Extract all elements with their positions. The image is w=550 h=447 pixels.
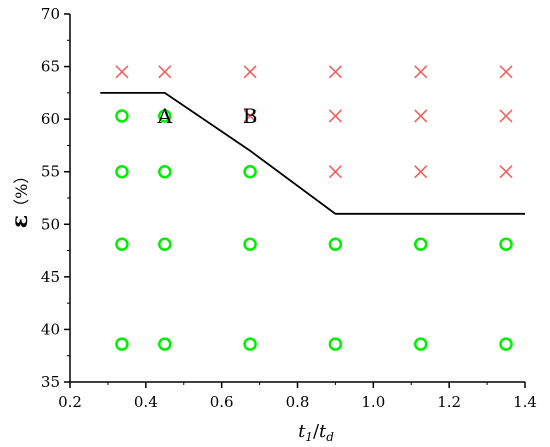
y-tick-label: 45 [41,268,60,286]
cross-point [414,165,428,179]
circle-point [158,337,172,351]
cross-point [328,109,342,123]
x-tick-label: 0.4 [134,393,158,411]
cross-point [243,65,257,79]
circle-point [158,109,172,123]
circle-point [413,337,428,351]
cross-point [328,65,342,79]
y-tick-label: 55 [41,163,60,181]
boundary-line [100,92,525,215]
x-tick-label: 0.6 [210,393,234,411]
circle-point [328,337,343,351]
x-tick-label: 1.2 [437,393,461,411]
cross-point [414,65,428,79]
circle-point [328,237,343,252]
y-tick-label: 35 [41,373,60,391]
circle-point [413,237,428,252]
cross-point [328,165,342,179]
y-tick-label: 40 [41,320,60,338]
circle-point [115,337,129,351]
circle-point [243,337,257,351]
circle-point [243,164,257,179]
circle-point [115,237,129,252]
x-tick-label: 1.4 [513,393,537,411]
y-tick-label: 65 [41,58,60,76]
circle-point [499,237,513,252]
y-tick-label: 50 [41,215,60,233]
cross-point [499,65,513,79]
point-label: A [157,104,173,128]
cross-point [414,109,428,123]
x-tick-label: 1.0 [361,393,385,411]
ticks: 0.2 0.4 0.6 0.8 1.0 1.2 1.4 35 40 45 50 55 60 65 70 [41,5,537,411]
cross-point [115,65,129,79]
axes [69,14,525,383]
cross-point [243,109,257,123]
x-tick-label: 0.8 [286,393,310,411]
y-axis-label: ε（%） [7,168,33,229]
circle-point [243,237,257,252]
y-tick-label: 70 [41,5,60,23]
circle-point [158,164,172,179]
circle-point [499,337,513,351]
circle-point [115,109,129,123]
circle-point [115,164,129,179]
x-tick-label: 0.2 [58,393,82,411]
cross-point [158,65,172,79]
cross-point [499,165,513,179]
point-label: B [243,104,258,128]
x-axis-label: t1/td [298,421,334,444]
y-tick-label: 60 [41,110,60,128]
cross-point [499,109,513,123]
circle-point [158,237,172,252]
